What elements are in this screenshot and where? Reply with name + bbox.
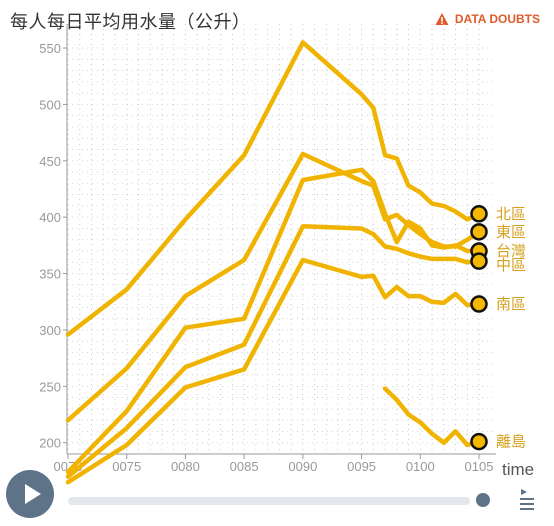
series-label: 北區 (496, 205, 526, 223)
y-tick-label: 350 (39, 267, 61, 282)
series-end-marker (470, 432, 488, 451)
play-button[interactable] (6, 470, 54, 518)
x-axis-label: time (502, 460, 534, 479)
series-end-marker (470, 223, 488, 241)
series-label: 離島 (496, 433, 526, 451)
y-tick-label: 500 (39, 97, 61, 112)
series-end-marker (470, 295, 488, 313)
series-line (65, 223, 482, 479)
x-tick-label: 0095 (347, 459, 376, 474)
play-icon (25, 484, 41, 504)
data-doubts-label: DATA DOUBTS (454, 12, 540, 26)
x-tick-label: 0075 (112, 459, 141, 474)
y-tick-label: 250 (39, 379, 61, 394)
timeline-slider-handle[interactable] (476, 493, 490, 507)
y-tick-label: 550 (39, 41, 61, 56)
y-tick-label: 200 (39, 436, 61, 451)
grid (67, 24, 496, 454)
series-end-marker (470, 252, 488, 270)
series-line (65, 167, 482, 475)
data-doubts-link[interactable]: DATA DOUBTS (435, 12, 540, 26)
series-label: 台灣 (496, 242, 526, 260)
x-tick-label: 0080 (171, 459, 200, 474)
x-tick-label: 0105 (465, 459, 494, 474)
x-tick-label: 0090 (288, 459, 317, 474)
series-markers (470, 205, 488, 451)
series-label: 東區 (496, 223, 526, 241)
x-tick-label: 0085 (230, 459, 259, 474)
series-label: 中區 (496, 256, 526, 274)
timeline-slider-track[interactable] (68, 497, 470, 505)
series-label: 南區 (496, 295, 526, 313)
series-lines (65, 40, 482, 485)
x-tick-label: 0100 (406, 459, 435, 474)
series-line (382, 386, 482, 448)
y-tick-label: 450 (39, 154, 61, 169)
chart-title: 每人每日平均用水量（公升） (10, 12, 251, 33)
series-end-marker (470, 205, 488, 223)
series-line (65, 257, 482, 485)
warning-triangle-icon (435, 13, 449, 25)
series-line (65, 40, 482, 337)
y-tick-label: 300 (39, 323, 61, 338)
panel-icon[interactable] (518, 487, 538, 517)
y-tick-label: 400 (39, 210, 61, 225)
timeline-slider-fill (68, 497, 470, 505)
